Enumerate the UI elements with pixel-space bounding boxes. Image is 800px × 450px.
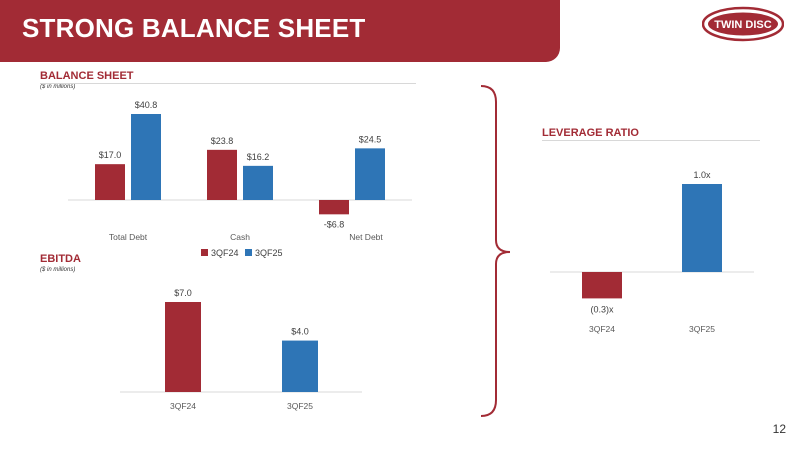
bar-3QF25 xyxy=(682,184,722,272)
logo-text: TWIN DISC xyxy=(714,19,771,31)
leverage-ratio-rule xyxy=(542,140,760,141)
data-label: $24.5 xyxy=(359,134,382,144)
data-label: 1.0x xyxy=(693,170,711,180)
bar-3QF25 xyxy=(282,340,318,392)
category-label: Cash xyxy=(230,232,250,242)
category-label: 3QF24 xyxy=(589,324,615,334)
leverage-ratio-chart: (0.3)x 3QF24 1.0x 3QF25 xyxy=(550,170,754,334)
balance-sheet-legend: 3QF24 3QF25 xyxy=(201,248,283,258)
bar-3QF25-0 xyxy=(131,114,161,200)
data-label: $17.0 xyxy=(99,150,122,160)
data-label: $23.8 xyxy=(211,136,234,146)
leverage-ratio-title: LEVERAGE RATIO xyxy=(542,127,639,139)
category-label: 3QF25 xyxy=(287,401,313,411)
page-number: 12 xyxy=(772,422,786,436)
balance-sheet-title: BALANCE SHEET xyxy=(40,70,134,82)
data-label: -$6.8 xyxy=(324,219,345,229)
legend-label: 3QF25 xyxy=(255,248,283,258)
balance-sheet-subtitle: ($ in millions) xyxy=(40,84,76,90)
category-label: 3QF25 xyxy=(689,324,715,334)
bar-3QF24-2 xyxy=(319,200,349,215)
bar-3QF24 xyxy=(582,272,622,299)
legend-swatch-3QF24 xyxy=(201,249,208,256)
bar-3QF24-1 xyxy=(207,149,237,200)
bar-3QF25-1 xyxy=(243,165,273,200)
bar-3QF24-0 xyxy=(95,164,125,200)
twin-disc-logo: TWIN DISC xyxy=(702,6,784,42)
ebitda-subtitle: ($ in millions) xyxy=(40,267,76,273)
legend-swatch-3QF25 xyxy=(245,249,252,256)
ebitda-title: EBITDA xyxy=(40,253,81,265)
data-label: (0.3)x xyxy=(590,304,614,314)
data-label: $7.0 xyxy=(174,288,192,298)
bar-3QF25-2 xyxy=(355,148,385,200)
category-label: Total Debt xyxy=(109,232,148,242)
data-label: $4.0 xyxy=(291,327,309,337)
data-label: $40.8 xyxy=(135,100,158,110)
balance-sheet-chart: $17.0 $23.8 -$6.8 $40.8 $16.2 $24.5 Total Debt… xyxy=(68,100,412,242)
balance-sheet-rule xyxy=(40,83,416,84)
category-label: 3QF24 xyxy=(170,401,196,411)
ebitda-chart: $7.0 3QF24 $4.0 3QF25 xyxy=(120,288,362,411)
legend-label: 3QF24 xyxy=(211,248,239,258)
data-label: $16.2 xyxy=(247,152,270,162)
title-banner: STRONG BALANCE SHEET xyxy=(0,0,560,62)
page-title: STRONG BALANCE SHEET xyxy=(22,13,366,43)
category-label: Net Debt xyxy=(349,232,383,242)
grouping-brace xyxy=(480,85,511,417)
bar-3QF24 xyxy=(165,302,201,392)
